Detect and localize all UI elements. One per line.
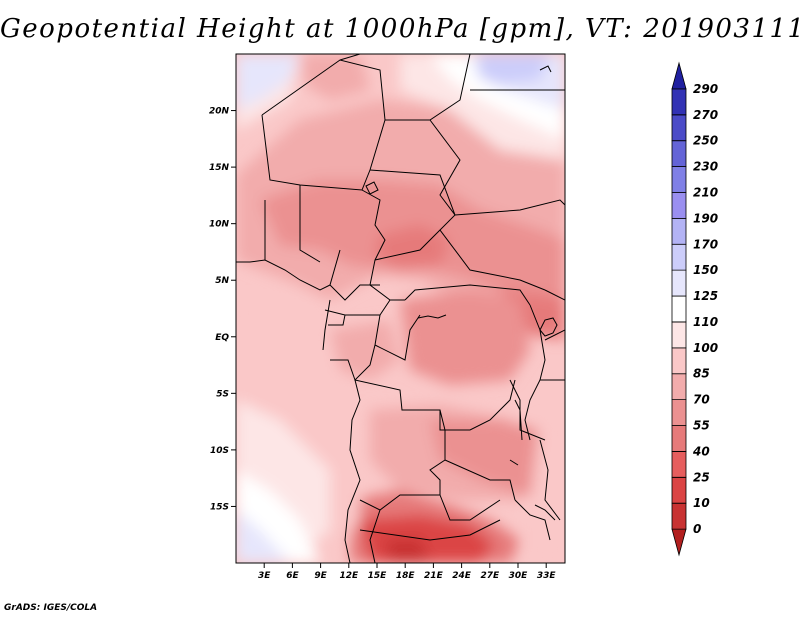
lon-tick-label: 3E — [258, 571, 271, 581]
lat-tick-label: 20N — [209, 107, 230, 117]
colorbar-label: 125 — [693, 289, 718, 303]
colorbar-swatch — [671, 425, 687, 452]
grads-credit: GrADS: IGES/COLA — [4, 603, 98, 613]
colorbar-label: 150 — [693, 263, 718, 277]
colorbar-swatch — [671, 347, 687, 375]
map-frame — [235, 53, 566, 564]
lat-tick-label: 15S — [210, 502, 229, 512]
country-borders — [236, 54, 565, 563]
lon-tick-label: 6E — [286, 571, 299, 581]
colorbar-swatch — [671, 399, 687, 426]
colorbar-label: 230 — [693, 160, 718, 174]
longitude-axis: 3E 6E 9E 12E 15E 18E 21E 24E 27E 30E 33E — [258, 563, 556, 581]
colorbar-label: 290 — [693, 82, 718, 96]
geopotential-field — [236, 54, 565, 563]
colorbar-label: 55 — [693, 419, 710, 433]
lat-tick-label: EQ — [215, 333, 229, 343]
colorbar-swatch — [671, 373, 687, 401]
colorbar-label: 70 — [693, 393, 710, 407]
lon-tick-label: 12E — [339, 571, 359, 581]
chart-title: Geopotential Height at 1000hPa [gpm], VT… — [0, 14, 800, 44]
colorbar-label: 210 — [693, 185, 718, 199]
colorbar-swatch — [671, 88, 687, 116]
colorbar-swatch — [671, 192, 687, 219]
lon-tick-label: 24E — [452, 571, 472, 581]
colorbar-swatch — [671, 61, 687, 90]
lat-tick-label: 5N — [215, 276, 229, 286]
lon-tick-label: 27E — [480, 571, 500, 581]
colorbar-label: 250 — [693, 134, 718, 148]
colorbar-swatch — [671, 269, 687, 297]
lat-tick-label: 10N — [209, 220, 230, 230]
lat-tick-label: 10S — [210, 446, 229, 456]
lon-tick-label: 21E — [424, 571, 444, 581]
colorbar-label: 25 — [693, 470, 710, 484]
colorbar-label: 190 — [693, 211, 718, 225]
colorbar-swatch — [671, 528, 687, 557]
lakes — [365, 65, 558, 521]
colorbar-label: 100 — [693, 341, 718, 355]
colorbar: 0 10 25 40 55 70 85 100 110 125 150 170 190 210 230 250… — [671, 61, 718, 557]
colorbar-swatch — [671, 476, 687, 504]
colorbar-swatch — [671, 166, 687, 193]
lon-tick-label: 9E — [314, 571, 327, 581]
lat-tick-label: 15N — [209, 163, 230, 173]
lon-tick-label: 15E — [368, 571, 388, 581]
colorbar-label: 0 — [693, 522, 701, 536]
latitude-axis: 20N 15N 10N 5N EQ 5S 10S 15S — [209, 107, 236, 512]
colorbar-swatch — [671, 243, 687, 271]
colorbar-swatch — [671, 140, 687, 167]
colorbar-swatch — [671, 114, 687, 142]
lat-tick-label: 5S — [216, 389, 229, 399]
colorbar-swatch — [671, 451, 687, 478]
lon-tick-label: 18E — [396, 571, 416, 581]
colorbar-label: 110 — [693, 315, 718, 329]
colorbar-label: 40 — [692, 444, 710, 458]
lon-tick-label: 30E — [509, 571, 529, 581]
colorbar-swatch — [671, 321, 687, 349]
colorbar-label: 10 — [693, 496, 710, 510]
colorbar-swatch — [671, 295, 687, 323]
colorbar-label: 85 — [693, 367, 710, 381]
colorbar-swatch — [671, 217, 687, 245]
lon-tick-label: 33E — [537, 571, 557, 581]
colorbar-label: 170 — [693, 237, 718, 251]
colorbar-label: 270 — [693, 108, 718, 122]
colorbar-swatch — [671, 502, 687, 530]
